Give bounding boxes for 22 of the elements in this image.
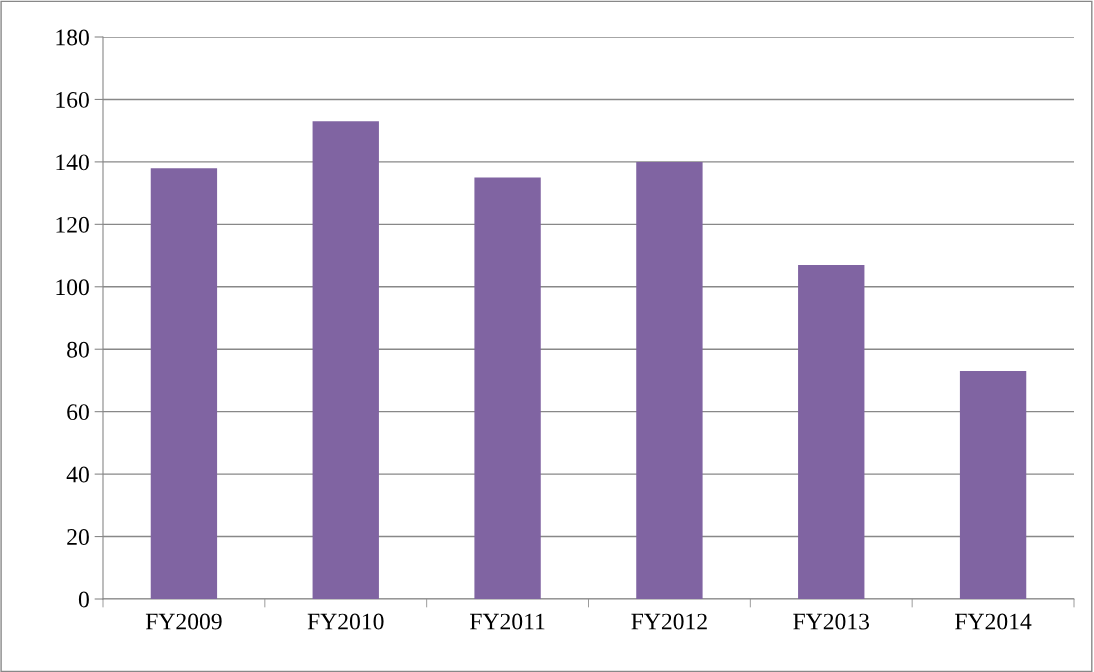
- bar: [959, 371, 1027, 599]
- y-tick-label: 0: [78, 591, 89, 608]
- y-tick-label: 180: [56, 29, 89, 46]
- x-tick-label: FY2012: [631, 613, 707, 630]
- y-tick-label: 120: [56, 216, 89, 233]
- y-tick-label: 80: [67, 341, 89, 358]
- y-tick-label: 60: [67, 404, 89, 421]
- bar: [798, 264, 865, 599]
- bar: [312, 121, 379, 599]
- y-tick-label: 40: [66, 466, 89, 483]
- x-tick-label: FY2014: [955, 613, 1032, 630]
- x-tick-label: FY2013: [793, 613, 870, 630]
- y-tick-label: 160: [56, 91, 89, 108]
- y-tick-label: 20: [67, 529, 89, 545]
- x-tick-label: FY2009: [145, 613, 222, 630]
- x-tick-label: FY2010: [307, 613, 384, 630]
- x-tick-label: FY2011: [470, 613, 545, 630]
- y-tick-label: 100: [56, 279, 89, 296]
- bar: [474, 177, 541, 599]
- bar: [636, 161, 703, 599]
- y-tick-label: 140: [56, 154, 89, 171]
- bar: [150, 168, 218, 599]
